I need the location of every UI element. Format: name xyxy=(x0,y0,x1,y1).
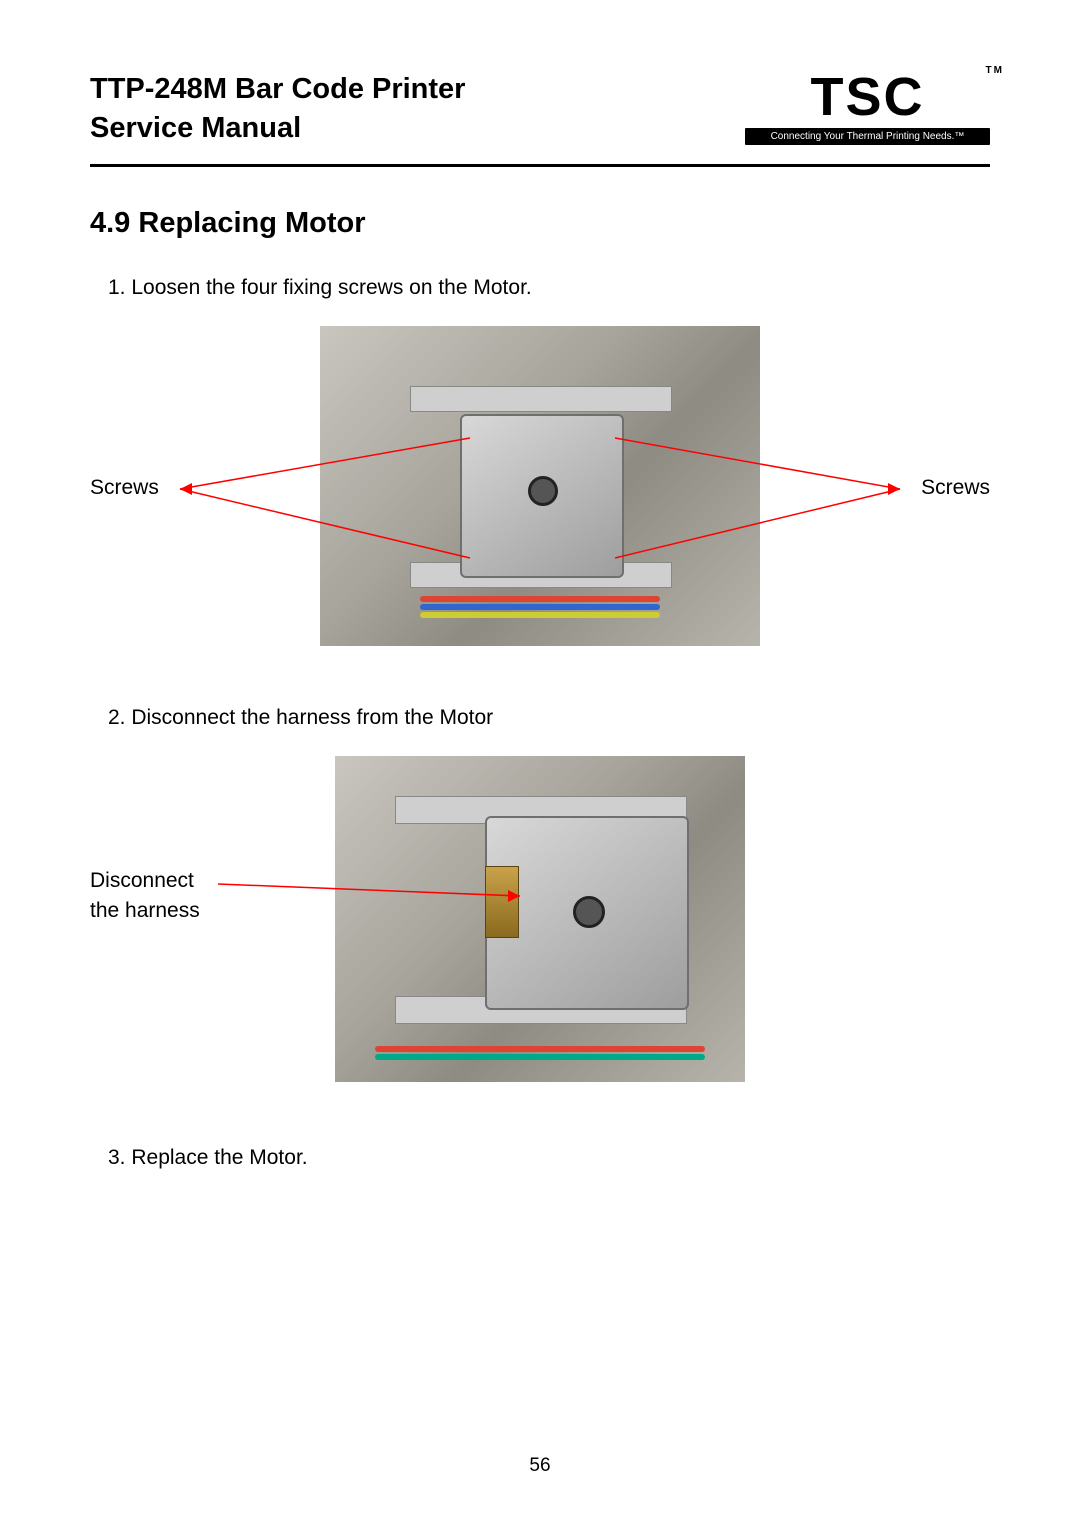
header-rule xyxy=(90,164,990,167)
callout-disconnect: Disconnect the harness xyxy=(90,866,200,925)
brand-logo: TSC TM Connecting Your Thermal Printing … xyxy=(745,70,990,145)
logo-text: TSC TM xyxy=(745,70,990,124)
page-number: 56 xyxy=(0,1455,1080,1477)
figure-2-block: Disconnect the harness xyxy=(90,756,990,1106)
callout-screws-left: Screws xyxy=(90,476,159,500)
title-line-1: TTP-248M Bar Code Printer xyxy=(90,73,465,105)
step-3: 3. Replace the Motor. xyxy=(108,1146,990,1170)
logo-tm: TM xyxy=(986,66,1004,76)
callout-screws-right: Screws xyxy=(921,476,990,500)
document-title: TTP-248M Bar Code Printer Service Manual xyxy=(90,70,465,148)
figure-1-photo xyxy=(320,326,760,646)
figure-1-block: Screws Screws xyxy=(90,326,990,666)
step-1: 1. Loosen the four fixing screws on the … xyxy=(108,276,990,300)
page-header: TTP-248M Bar Code Printer Service Manual… xyxy=(90,70,990,148)
logo-tagline: Connecting Your Thermal Printing Needs.™ xyxy=(745,128,990,145)
logo-letters: TSC xyxy=(811,67,925,127)
callout-disconnect-l1: Disconnect xyxy=(90,869,194,892)
figure-2-photo xyxy=(335,756,745,1082)
page: TTP-248M Bar Code Printer Service Manual… xyxy=(0,0,1080,1527)
step-2: 2. Disconnect the harness from the Motor xyxy=(108,706,990,730)
section-heading: 4.9 Replacing Motor xyxy=(90,207,990,240)
callout-disconnect-l2: the harness xyxy=(90,899,200,922)
title-line-2: Service Manual xyxy=(90,112,301,144)
